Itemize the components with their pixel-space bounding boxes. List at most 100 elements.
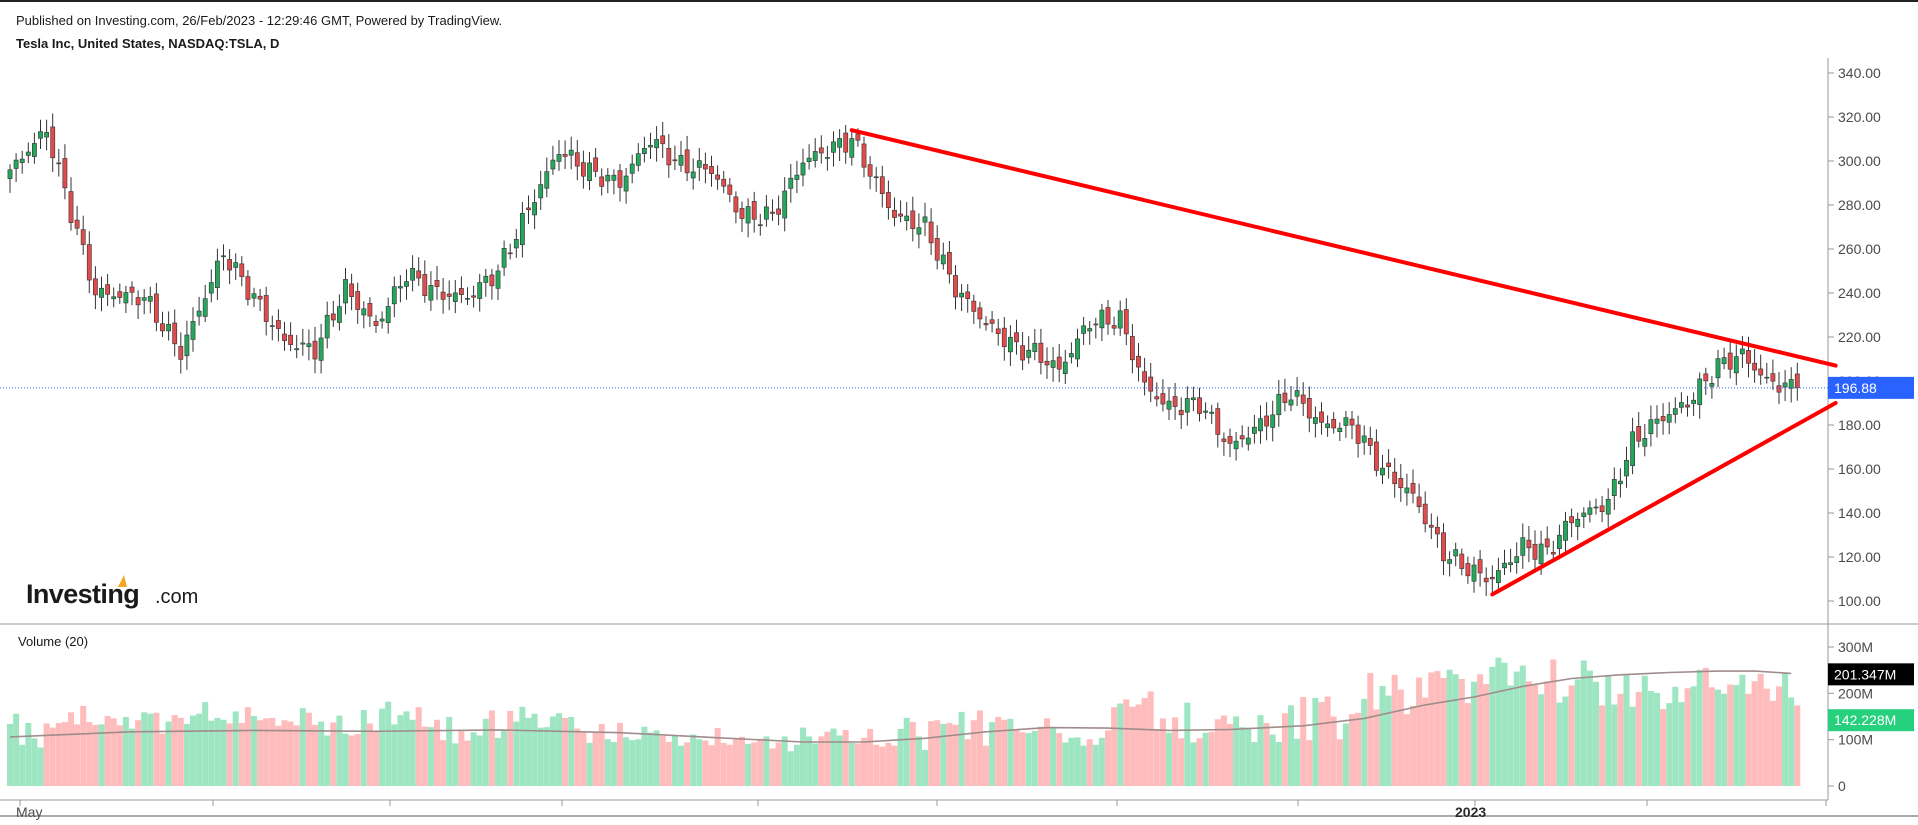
volume-bar (177, 717, 184, 786)
candle (1422, 491, 1428, 533)
volume-bar (1367, 672, 1374, 786)
logo-suffix: .com (155, 586, 198, 608)
candle-body-down (257, 295, 263, 300)
candle (1416, 483, 1422, 514)
volume-bar (787, 751, 794, 786)
volume-bar (1513, 671, 1520, 786)
volume-bar (867, 729, 874, 786)
volume-bar (80, 705, 87, 786)
candle (1020, 331, 1025, 370)
candle-body-down (1422, 503, 1428, 525)
candle-body-down (1770, 373, 1776, 382)
volume-bar (1123, 699, 1130, 786)
volume-bar (159, 733, 166, 786)
candle-body-down (282, 333, 287, 341)
volume-bar (1696, 669, 1703, 786)
candle-body-down (562, 154, 568, 157)
candle (1447, 551, 1452, 577)
candle (1252, 414, 1257, 444)
candle-body-down (1599, 505, 1605, 513)
volume-bar (1708, 687, 1715, 786)
candle-body-down (580, 162, 586, 177)
volume-bar (1605, 675, 1612, 786)
candle (1428, 513, 1434, 540)
candle-body-down (617, 170, 623, 188)
volume-bar (885, 742, 892, 786)
candle (672, 145, 678, 170)
candle-body-down (953, 275, 958, 298)
candle-body-up (940, 254, 946, 265)
volume-ma-layer (9, 670, 1792, 743)
candle-body-down (1367, 438, 1373, 446)
candle (983, 316, 989, 331)
candle (1044, 347, 1050, 379)
volume-bar (7, 723, 13, 786)
candle (776, 195, 781, 226)
candle (422, 260, 428, 303)
volume-bar (604, 739, 611, 786)
candle (788, 163, 794, 203)
candle-body-up (1630, 431, 1635, 467)
volume-bar (757, 738, 764, 786)
candle-body-down (574, 152, 580, 167)
trendline (1490, 401, 1838, 597)
candle (336, 294, 342, 331)
candle-body-down (1038, 342, 1044, 363)
volume-bar (1641, 675, 1648, 786)
candle (1184, 386, 1190, 426)
volume-bar (525, 717, 532, 786)
candle-body-down (275, 320, 281, 329)
volume-bar (574, 728, 581, 786)
volume-bar (373, 730, 379, 786)
candle-body-down (1483, 577, 1489, 583)
candle-body-down (593, 157, 598, 172)
candle (1380, 454, 1385, 484)
candle-body-up (202, 298, 208, 317)
volume-bar (281, 720, 288, 786)
volume-bar (684, 742, 691, 786)
volume-bar (1342, 723, 1349, 786)
candle-body-up (13, 159, 19, 169)
candle (690, 158, 696, 190)
volume-bar (1019, 732, 1026, 786)
candle-body-up (1496, 570, 1501, 583)
volume-bar (592, 731, 599, 786)
candle (1227, 428, 1233, 458)
volume-bar (1727, 684, 1734, 786)
volume-bar (495, 737, 501, 786)
candle-body-up (1081, 325, 1086, 334)
candle (1282, 378, 1288, 412)
candle-body-down (898, 213, 903, 217)
volume-bar (287, 721, 294, 786)
volume-bar (348, 735, 355, 786)
volume-bar (763, 736, 770, 786)
candle-body-up (1337, 427, 1343, 433)
candle (1258, 405, 1263, 444)
candle (1319, 402, 1324, 435)
candle-body-up (501, 248, 507, 268)
volume-bar (31, 738, 38, 786)
price-tag-label: 196.88 (1834, 380, 1877, 396)
candle (62, 144, 68, 200)
candle (745, 198, 751, 238)
candle-body-down (1794, 373, 1800, 389)
candle-body-down (1056, 356, 1062, 370)
candle (361, 301, 367, 329)
candle-body-up (1740, 348, 1745, 355)
volume-bar (1452, 674, 1459, 786)
volume-bar (55, 722, 62, 786)
volume-bar (903, 717, 910, 786)
candle-body-down (977, 307, 983, 320)
candle-body-down (1331, 418, 1337, 429)
volume-tag-bg (1828, 709, 1914, 732)
candle-body-up (1471, 564, 1477, 582)
volume-bar (1782, 672, 1789, 786)
candle-body-down (172, 322, 178, 345)
candle-body-up (318, 337, 324, 361)
candle-body-up (1721, 357, 1727, 365)
volume-bar (958, 711, 965, 786)
volume-bar (13, 713, 20, 786)
candle-body-down (1093, 323, 1099, 326)
candle-body-up (1069, 353, 1074, 358)
